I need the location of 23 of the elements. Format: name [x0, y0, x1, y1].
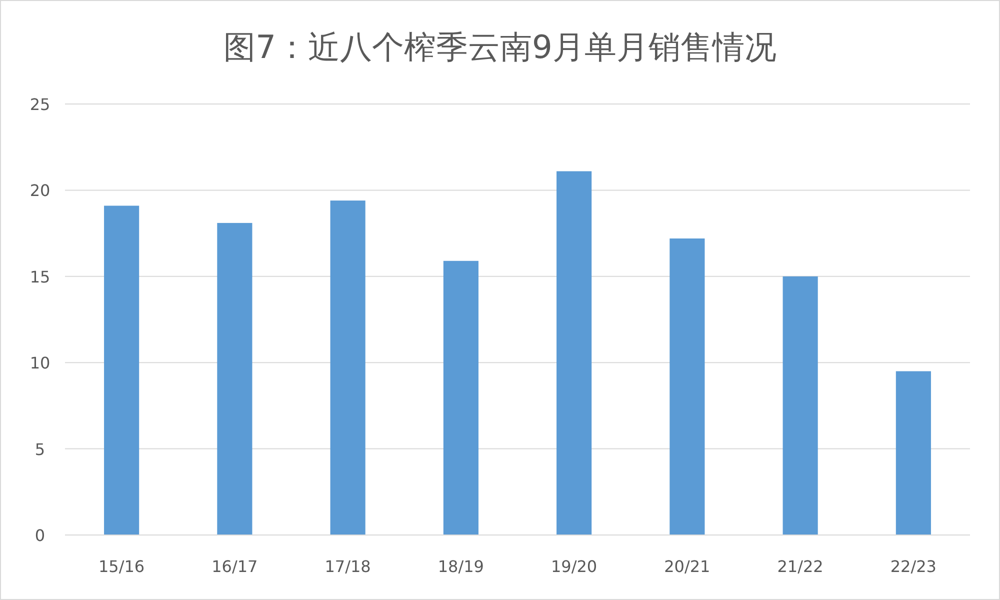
x-tick-label: 21/22 — [777, 557, 824, 576]
x-tick-label: 15/16 — [98, 557, 145, 576]
y-tick-label: 10 — [30, 354, 50, 373]
x-tick-label: 18/19 — [438, 557, 484, 576]
bar — [896, 371, 931, 535]
bar — [443, 260, 478, 535]
y-tick-label: 25 — [30, 95, 50, 114]
x-tick-label: 20/21 — [664, 557, 710, 576]
bar — [330, 200, 366, 535]
bar — [104, 206, 140, 535]
chart-title: 图7：近八个榨季云南9月单月销售情况 — [224, 28, 776, 66]
x-tick-label: 19/20 — [551, 557, 598, 576]
y-tick-label: 5 — [34, 440, 46, 459]
y-tick-label: 0 — [34, 526, 46, 545]
x-tick-label: 22/23 — [890, 557, 936, 576]
bar — [217, 222, 252, 535]
x-tick-label: 17/18 — [324, 557, 371, 576]
y-tick-label: 15 — [30, 267, 50, 286]
bar — [556, 171, 592, 535]
y-tick-label: 20 — [30, 181, 50, 200]
bar — [782, 276, 818, 535]
x-tick-label: 16/17 — [212, 557, 258, 576]
bar — [670, 238, 705, 535]
